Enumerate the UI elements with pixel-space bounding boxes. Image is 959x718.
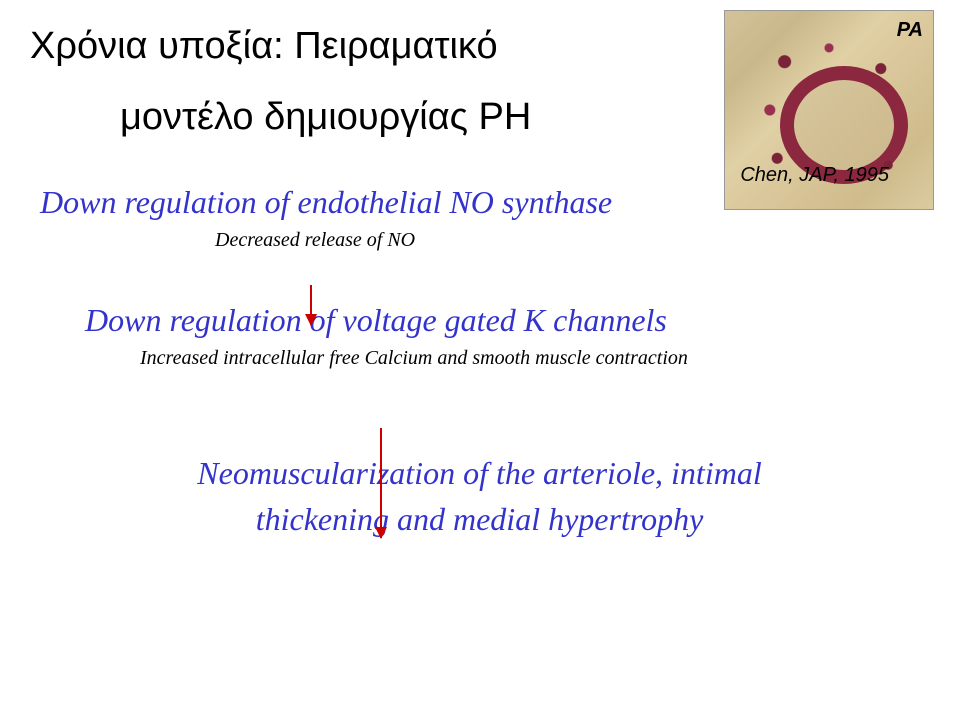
step3-line1: Neomuscularization of the arteriole, int… [75, 450, 884, 496]
step3-block: Neomuscularization of the arteriole, int… [75, 450, 884, 543]
step2-heading: Down regulation of voltage gated K chann… [85, 302, 929, 339]
arrow-icon [310, 285, 312, 325]
step3-line2: thickening and medial hypertrophy [75, 496, 884, 542]
step2-sub: Increased intracellular free Calcium and… [140, 347, 929, 370]
arrow-icon [380, 428, 382, 538]
content-area: Down regulation of endothelial NO syntha… [30, 184, 929, 543]
step1-sub: Decreased release of NO [215, 229, 929, 252]
citation-text: Chen, JAP, 1995 [740, 164, 889, 187]
histology-label: PA [897, 19, 923, 42]
slide-container: Χρόνια υποξία: Πειραματικό μοντέλο δημιο… [0, 0, 959, 718]
